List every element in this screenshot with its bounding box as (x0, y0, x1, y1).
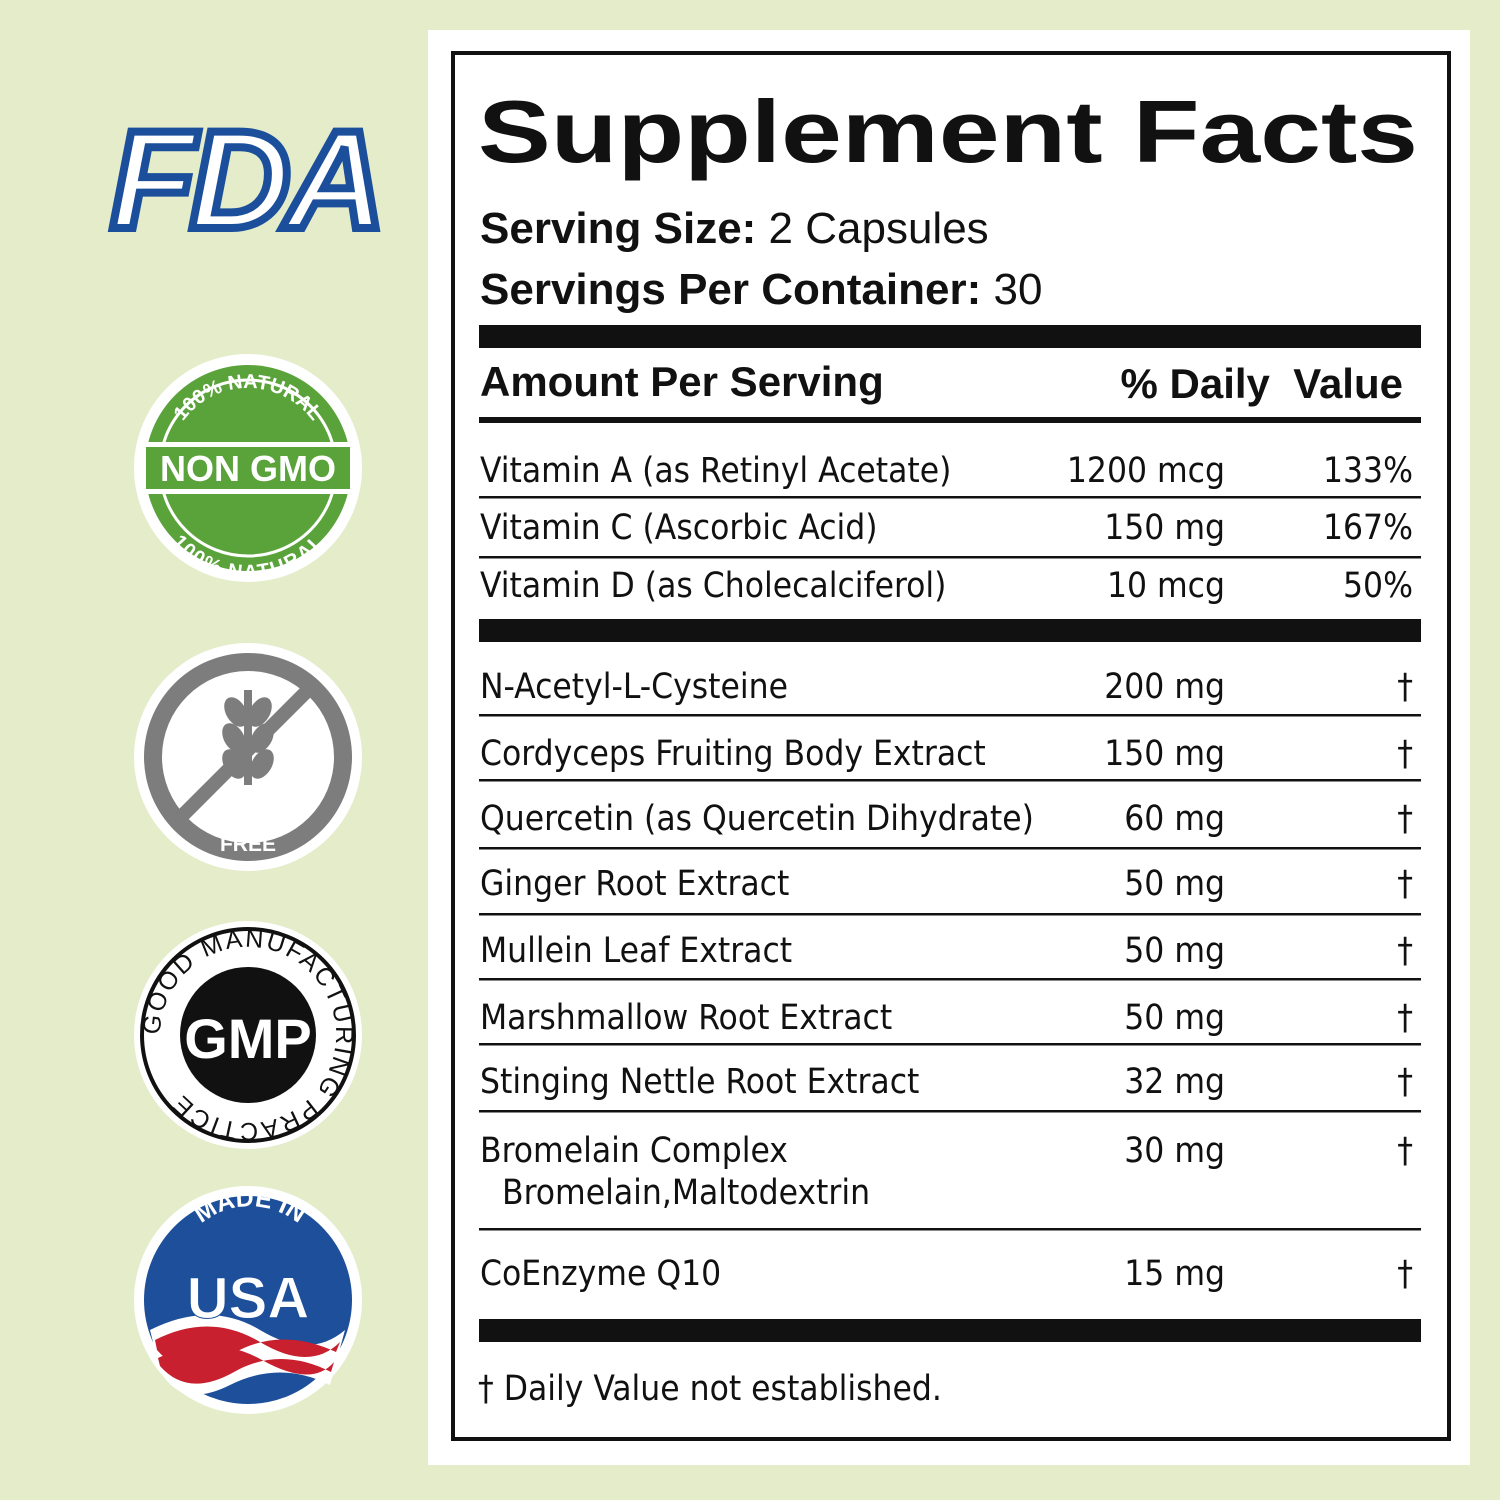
ingredient-dv: † (1397, 1062, 1413, 1102)
badge-main: NON GMO (160, 448, 336, 489)
ingredient-sub: Bromelain,Maltodextrin (502, 1173, 870, 1213)
ingredient-name: Vitamin D (as Cholecalciferol) (480, 566, 946, 606)
thick-rule (479, 1319, 1421, 1342)
row-rule (479, 913, 1421, 916)
servings-label: Servings Per Container: (480, 265, 981, 314)
badge-ring (140, 927, 356, 1143)
gluten-free-badge: GLUTEN FREE (134, 643, 362, 871)
ingredient-amount: 60 mg (1124, 799, 1225, 839)
non-gmo-badge: 100% NATURAL NON GMO 100% NATURAL (134, 354, 362, 584)
ingredient-dv: † (1397, 734, 1413, 774)
badge-seal (180, 967, 316, 1103)
badge-text: FREE (220, 833, 276, 856)
row-rule (479, 556, 1421, 559)
ingredient-dv: † (1397, 998, 1413, 1038)
ingredient-amount: 10 mcg (1107, 566, 1225, 606)
ingredient-dv: † (1397, 799, 1413, 839)
row-rule (479, 1228, 1421, 1231)
wheat-icon (222, 690, 274, 785)
ingredient-dv: † (1397, 1254, 1413, 1294)
ingredient-amount: 50 mg (1124, 931, 1225, 971)
ingredient-name: Marshmallow Root Extract (480, 998, 892, 1038)
ingredient-amount: 30 mg (1124, 1131, 1225, 1171)
ingredient-amount: 50 mg (1124, 998, 1225, 1038)
fda-logo: FDA (110, 101, 380, 258)
ingredient-name: Cordyceps Fruiting Body Extract (480, 734, 986, 774)
serving-size: Serving Size: 2 Capsules (480, 204, 989, 253)
ingredient-amount: 150 mg (1104, 508, 1225, 548)
flag-stripes (155, 1326, 340, 1384)
ingredient-name: Mullein Leaf Extract (480, 931, 792, 971)
ingredient-dv: † (1397, 931, 1413, 971)
row-rule (479, 496, 1421, 499)
ingredient-name: N-Acetyl-L-Cysteine (480, 667, 788, 707)
ingredient-dv: † (1397, 1131, 1413, 1171)
ingredient-amount: 15 mg (1124, 1254, 1225, 1294)
badge-main: USA (187, 1266, 309, 1331)
row-rule (479, 1043, 1421, 1046)
thick-rule (479, 325, 1421, 348)
row-rule (479, 1110, 1421, 1113)
ingredient-dv: † (1397, 667, 1413, 707)
ingredient-name: CoEnzyme Q10 (480, 1254, 721, 1294)
servings-per-container: Servings Per Container: 30 (480, 265, 1042, 314)
servings-value: 30 (994, 265, 1043, 314)
ingredient-amount: 1200 mcg (1067, 451, 1225, 491)
ingredient-name: Ginger Root Extract (480, 864, 789, 904)
ingredient-dv: 167% (1323, 508, 1413, 548)
ingredient-dv: 133% (1323, 451, 1413, 491)
badge-main: GMP (184, 1007, 312, 1070)
row-rule (479, 779, 1421, 782)
ingredient-name: Vitamin A (as Retinyl Acetate) (480, 451, 951, 491)
ingredient-dv: 50% (1343, 566, 1413, 606)
row-rule (479, 847, 1421, 850)
ingredient-dv: † (1397, 864, 1413, 904)
ingredient-name: Vitamin C (Ascorbic Acid) (480, 508, 878, 548)
ingredient-name: Bromelain Complex (480, 1131, 788, 1171)
usa-badge: MADE IN USA (134, 1184, 362, 1414)
ingredient-name: Stinging Nettle Root Extract (480, 1062, 919, 1102)
header-amount: Amount Per Serving (480, 358, 884, 405)
badge-text: GLUTEN (205, 810, 291, 833)
row-rule (479, 978, 1421, 981)
serving-size-value: 2 Capsules (769, 204, 989, 253)
ingredient-amount: 200 mg (1104, 667, 1225, 707)
ingredient-amount: 32 mg (1124, 1062, 1225, 1102)
label-border (451, 51, 1451, 1441)
ingredient-amount: 150 mg (1104, 734, 1225, 774)
supplement-facts: Supplement Facts Serving Size: 2 Capsule… (478, 82, 1421, 1409)
panel (428, 30, 1470, 1465)
ingredient-name: Quercetin (as Quercetin Dihydrate) (480, 799, 1034, 839)
gmp-badge: GOOD MANUFACTURING PRACTICE GMP (134, 921, 362, 1149)
header-daily-value: % Daily Value (1121, 360, 1403, 407)
fda-badge: FDA (106, 97, 390, 262)
header-rule (479, 417, 1421, 423)
footnote: † Daily Value not established. (478, 1369, 942, 1409)
label-title: Supplement Facts (478, 82, 1418, 181)
badge-ribbon-inner (146, 447, 350, 489)
row-rule (479, 714, 1421, 717)
serving-size-label: Serving Size: (480, 204, 756, 253)
thick-rule (479, 619, 1421, 642)
ingredient-amount: 50 mg (1124, 864, 1225, 904)
